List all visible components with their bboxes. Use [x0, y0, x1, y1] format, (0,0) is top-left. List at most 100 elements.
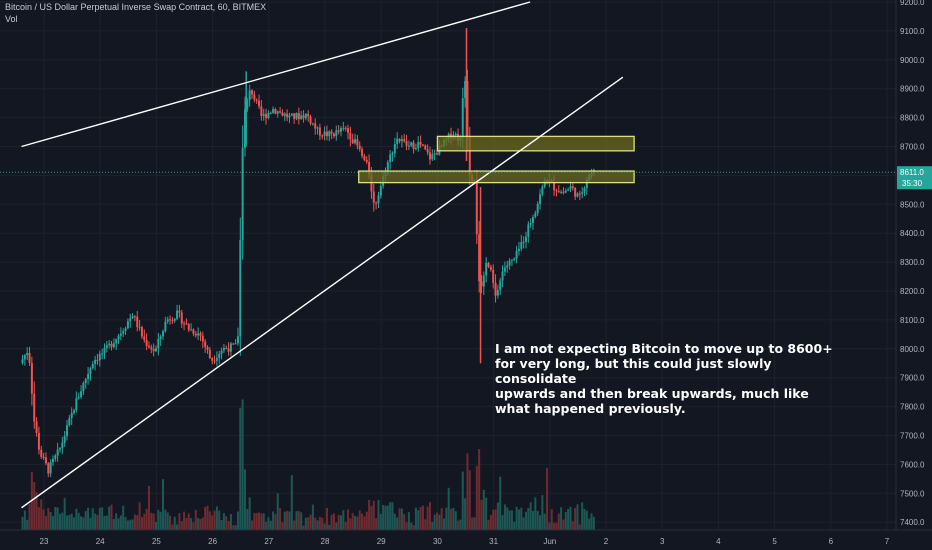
volume-bar [440, 508, 443, 530]
candle-body [396, 138, 399, 145]
volume-bar [220, 520, 223, 530]
candle-body [335, 130, 338, 137]
candle-body [267, 113, 270, 119]
candle-body [56, 449, 59, 456]
annotation-text: I am not expecting Bitcoin to move up to… [495, 341, 833, 416]
volume-bar [321, 517, 324, 530]
candle-body [87, 374, 90, 380]
candle-body [169, 319, 172, 321]
volume-bar [124, 517, 127, 530]
volume-bar [332, 513, 335, 530]
candle-body [489, 266, 492, 270]
candle-body [133, 316, 136, 318]
volume-bar [201, 517, 204, 530]
volume-bar [560, 507, 563, 530]
candle-body [94, 359, 97, 365]
volume-bar [309, 514, 312, 530]
volume-bar [426, 506, 429, 530]
price-tick-label: 8200.0 [900, 287, 925, 296]
candle-body [539, 194, 542, 204]
volume-bar [262, 513, 265, 530]
countdown-label: 35:30 [902, 179, 923, 188]
last-price-tag [897, 166, 932, 190]
volume-bar [358, 510, 361, 530]
candle-body [253, 94, 256, 100]
volume-bar [414, 507, 417, 530]
volume-bar [503, 504, 506, 530]
candle-body [290, 113, 293, 116]
candle-body [328, 131, 331, 137]
candle-body [351, 139, 354, 144]
volume-bar [300, 512, 303, 530]
candle-body [143, 336, 146, 340]
volume-bar [323, 523, 326, 530]
price-tick-label: 9000.0 [900, 56, 925, 65]
volume-bar [82, 517, 85, 530]
volume-bar [496, 502, 499, 530]
candle-body [164, 321, 167, 332]
candle-body [485, 262, 488, 276]
volume-bar [279, 508, 282, 530]
volume-bar [77, 512, 80, 530]
volume-bar [44, 516, 47, 530]
candle-body [124, 328, 127, 332]
time-axis-background [0, 530, 932, 550]
time-tick-label: 29 [377, 537, 386, 546]
volume-bar [318, 516, 321, 530]
volume-bar [258, 512, 261, 530]
volume-bar [108, 506, 111, 530]
candle-body [255, 99, 258, 101]
candle-body [66, 425, 69, 437]
candle-body [91, 364, 94, 369]
time-tick-label: 2 [604, 537, 609, 546]
candle-body [248, 90, 251, 101]
candle-body [492, 269, 495, 283]
candle-body [232, 343, 235, 345]
volume-bar [365, 511, 368, 530]
volume-bar [407, 512, 410, 530]
candle-body [239, 240, 242, 337]
volume-bar [524, 511, 527, 530]
candle-body [251, 90, 254, 95]
candle-body [213, 360, 216, 362]
candle-body [461, 98, 464, 138]
candle-body [578, 193, 581, 195]
volume-bar [176, 524, 179, 530]
candle-body [131, 316, 134, 319]
candle-body [499, 280, 502, 291]
volume-bar [199, 518, 202, 530]
volume-bar [550, 509, 553, 530]
time-tick-label: 30 [433, 537, 442, 546]
candle-body [103, 347, 106, 354]
candle-body [262, 114, 265, 116]
volume-bar [583, 509, 586, 530]
volume-bar [112, 518, 115, 530]
time-tick-label: 25 [152, 537, 161, 546]
candle-body [342, 127, 345, 129]
volume-bar [363, 516, 366, 530]
candle-body [300, 115, 303, 120]
volume-bar [506, 507, 509, 530]
volume-bar [157, 509, 160, 530]
candle-body [567, 189, 570, 191]
volume-bar [396, 517, 399, 530]
candle-body [112, 343, 115, 347]
volume-bar [330, 514, 333, 530]
volume-bar [515, 506, 518, 530]
candle-body [225, 347, 228, 349]
volume-bar [508, 510, 511, 530]
candle-body [527, 224, 530, 237]
volume-bar [293, 520, 296, 530]
candle-body [63, 436, 66, 443]
candle-body [162, 331, 165, 337]
candle-body [529, 223, 532, 225]
volume-bar [478, 449, 481, 530]
price-tick-label: 7500.0 [900, 489, 925, 498]
candle-body [279, 111, 282, 113]
volume-bar [419, 506, 422, 530]
volume-bar [173, 516, 176, 530]
candle-body [515, 250, 518, 259]
volume-bar [288, 511, 291, 530]
volume-bar [592, 516, 595, 530]
